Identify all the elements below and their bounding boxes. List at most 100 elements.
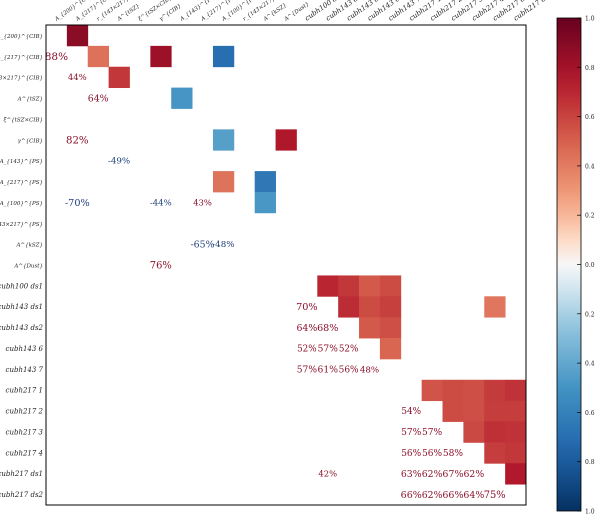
correlation-label: 76%: [150, 260, 172, 271]
row-label: γ^{CIB}: [18, 137, 43, 144]
row-label: ξ^{tSZ×CIB}: [4, 116, 43, 123]
heatmap-cell: [359, 317, 381, 339]
correlation-label: 57%: [297, 366, 318, 376]
correlation-label: 61%: [318, 365, 339, 376]
heatmap-cell: [505, 442, 527, 464]
heatmap-cell: [212, 171, 235, 193]
correlation-label: 52%: [339, 345, 359, 355]
correlation-label: 70%: [296, 302, 318, 313]
correlation-label: 57%: [318, 345, 339, 355]
row-label: cubh217 1: [6, 387, 43, 395]
row-label: A^{tSZ}: [17, 96, 43, 103]
heatmap-cell: [484, 400, 506, 422]
row-label: A^{kSZ}: [15, 242, 43, 249]
heatmap-cell: [317, 275, 339, 297]
heatmap-cell: [484, 296, 506, 318]
correlation-label: 54%: [401, 407, 421, 417]
heatmap-cell: [442, 400, 464, 422]
colorbar-tick-label: 1.0: [585, 16, 595, 23]
colorbar-tick-label: 0.2: [585, 311, 595, 318]
row-label: r_{143×217}^{CIB}: [0, 75, 43, 82]
colorbar-tick-label: 0.2: [585, 213, 595, 220]
row-label: cubh143 ds2: [0, 324, 44, 332]
heatmap-cell: [275, 129, 297, 151]
heatmap-cell: [421, 379, 443, 402]
correlation-label: -70%: [65, 198, 90, 209]
correlation-label: 56%: [401, 449, 421, 459]
correlation-label: 66%: [401, 490, 422, 501]
colorbar-tick-label: 1.0: [585, 509, 595, 516]
row-label: A_{143}^{PS}: [0, 158, 43, 165]
correlation-label: 56%: [422, 449, 442, 459]
row-label: cubh100 ds1: [0, 282, 43, 290]
correlation-label: 68%: [317, 323, 338, 334]
row-label: cubh217 2: [6, 408, 44, 416]
heatmap-cell: [338, 275, 360, 297]
row-label: cubh143 ds1: [0, 303, 43, 311]
colorbar-tick-label: 0.6: [585, 410, 595, 417]
heatmap-cell: [442, 379, 464, 402]
correlation-label: -48%: [212, 240, 234, 250]
row-label: r_{143×217}^{PS}: [0, 221, 43, 228]
heatmap-cell: [505, 400, 527, 422]
heatmap-cell: [484, 379, 506, 402]
heatmap-cell: [254, 191, 276, 214]
row-label: cubh143 7: [6, 366, 44, 374]
correlation-label: -44%: [150, 198, 172, 208]
correlation-label: 82%: [66, 135, 89, 146]
correlation-label: 43%: [193, 197, 212, 207]
heatmap-cell: [66, 25, 89, 47]
colorbar-tick-label: 0.8: [585, 65, 595, 72]
correlation-label: 42%: [318, 469, 337, 479]
correlation-label: 44%: [68, 73, 87, 83]
heatmap-cell: [212, 129, 235, 151]
correlation-label: 63%: [401, 469, 422, 480]
row-label: cubh217 ds2: [0, 491, 44, 499]
correlation-label: 75%: [484, 490, 506, 501]
correlation-label: 62%: [422, 490, 443, 501]
colorbar-tick-label: 0.4: [585, 163, 595, 170]
row-label: cubh217 ds1: [0, 470, 43, 478]
matrix-frame: [45, 24, 527, 506]
row-label: cubh143 6: [6, 345, 44, 353]
heatmap-cell: [87, 45, 110, 68]
correlation-label: 64%: [296, 323, 317, 334]
correlation-label: 62%: [463, 469, 484, 480]
heatmap-cell: [505, 379, 527, 402]
correlation-label: 58%: [443, 449, 464, 459]
heatmap-cell: [505, 463, 527, 485]
colorbar-tick-label: 0.4: [585, 361, 595, 368]
row-label: A_{217}^{CIB}: [0, 54, 43, 61]
row-label: cubh217 4: [6, 449, 43, 457]
heatmap-cell: [359, 275, 381, 297]
heatmap-cell: [212, 45, 235, 68]
correlation-label: 57%: [422, 428, 443, 438]
colorbar-tick-label: 0.8: [585, 459, 595, 466]
colorbar-tick-label: 0.6: [585, 114, 595, 121]
correlation-label: 64%: [463, 490, 484, 501]
heatmap-cell: [484, 421, 506, 443]
heatmap-cell: [379, 296, 402, 318]
heatmap-cell: [484, 442, 506, 464]
heatmap-cell: [338, 296, 360, 318]
colorbar-tick-label: 0.0: [585, 262, 595, 269]
row-label: A_{100}^{PS}: [0, 200, 43, 207]
heatmap-cell: [505, 421, 527, 443]
heatmap-cell: [463, 379, 485, 402]
correlation-label: 48%: [360, 365, 379, 375]
correlation-label: 66%: [442, 490, 463, 501]
row-label: A_{200}^{CIB}: [0, 33, 43, 40]
heatmap-cell: [379, 338, 402, 360]
heatmap-cell: [171, 87, 193, 109]
row-label: cubh217 3: [6, 428, 44, 436]
heatmap-cell: [359, 296, 381, 318]
correlation-label: -49%: [108, 157, 130, 167]
row-label: A^{Dust}: [13, 263, 43, 270]
correlation-label: 52%: [297, 345, 317, 355]
correlation-label: -65%: [191, 239, 215, 250]
heatmap-cell: [463, 421, 485, 443]
correlation-label: 88%: [45, 51, 68, 63]
correlation-label: 64%: [88, 93, 109, 104]
